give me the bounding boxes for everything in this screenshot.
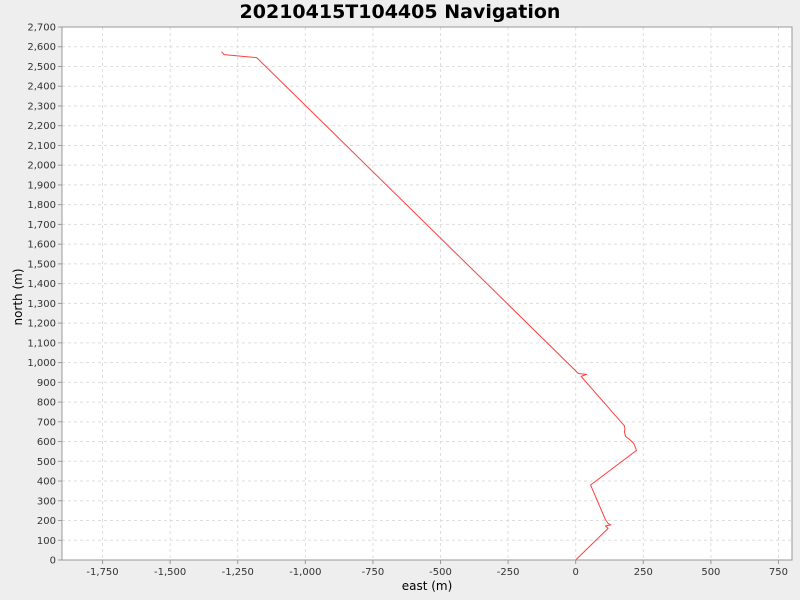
y-tick-label: 1,300 <box>27 299 56 310</box>
y-tick-label: 2,400 <box>27 82 56 93</box>
y-tick-label: 200 <box>37 516 56 527</box>
y-axis-title: north (m) <box>11 268 25 325</box>
y-tick-label: 800 <box>37 398 56 409</box>
y-tick-label: 2,700 <box>27 23 56 34</box>
navigation-track-line <box>221 51 637 561</box>
y-tick-label: 1,100 <box>27 338 56 349</box>
y-tick-label: 2,300 <box>27 101 56 112</box>
y-ticks: 0 100 200 300 400 500 600 700 800 900 1,000 1,100 1,… <box>27 23 62 567</box>
y-tick-label: 900 <box>37 378 56 389</box>
y-tick-label: 300 <box>37 496 56 507</box>
x-axis-title: east (m) <box>402 579 453 593</box>
x-tick-label: 750 <box>769 567 788 578</box>
x-tick-label: -750 <box>362 567 385 578</box>
y-tick-label: 400 <box>37 477 56 488</box>
y-tick-label: 1,800 <box>27 200 56 211</box>
x-tick-label: -500 <box>429 567 452 578</box>
y-tick-label: 1,000 <box>27 358 56 369</box>
y-tick-label: 2,600 <box>27 42 56 53</box>
x-tick-label: -1,500 <box>154 567 186 578</box>
y-tick-label: 500 <box>37 457 56 468</box>
y-tick-label: 2,000 <box>27 161 56 172</box>
y-tick-label: 2,500 <box>27 62 56 73</box>
y-tick-label: 600 <box>37 437 56 448</box>
y-tick-label: 700 <box>37 417 56 428</box>
y-tick-label: 1,900 <box>27 180 56 191</box>
plot-border <box>61 26 793 561</box>
plot-area <box>62 27 792 560</box>
x-tick-label: -250 <box>497 567 520 578</box>
y-tick-label: 2,100 <box>27 141 56 152</box>
y-tick-label: 1,700 <box>27 220 56 231</box>
y-tick-label: 1,200 <box>27 319 56 330</box>
series-layer <box>221 51 637 561</box>
y-tick-label: 100 <box>37 536 56 547</box>
y-tick-label: 2,200 <box>27 121 56 132</box>
x-tick-label: 250 <box>634 567 653 578</box>
grid <box>62 26 792 561</box>
chart-title: 20210415T104405 Navigation <box>239 1 561 23</box>
x-tick-label: -1,750 <box>86 567 118 578</box>
y-tick-label: 0 <box>50 556 56 567</box>
x-tick-label: 0 <box>573 567 579 578</box>
y-tick-label: 1,500 <box>27 259 56 270</box>
y-tick-label: 1,400 <box>27 279 56 290</box>
x-ticks: -1,750 -1,500 -1,250 -1,000 -750 -500 -250 0 250… <box>86 560 788 578</box>
x-tick-label: -1,000 <box>289 567 321 578</box>
x-tick-label: 500 <box>701 567 720 578</box>
y-tick-label: 1,600 <box>27 240 56 251</box>
x-tick-label: -1,250 <box>222 567 254 578</box>
